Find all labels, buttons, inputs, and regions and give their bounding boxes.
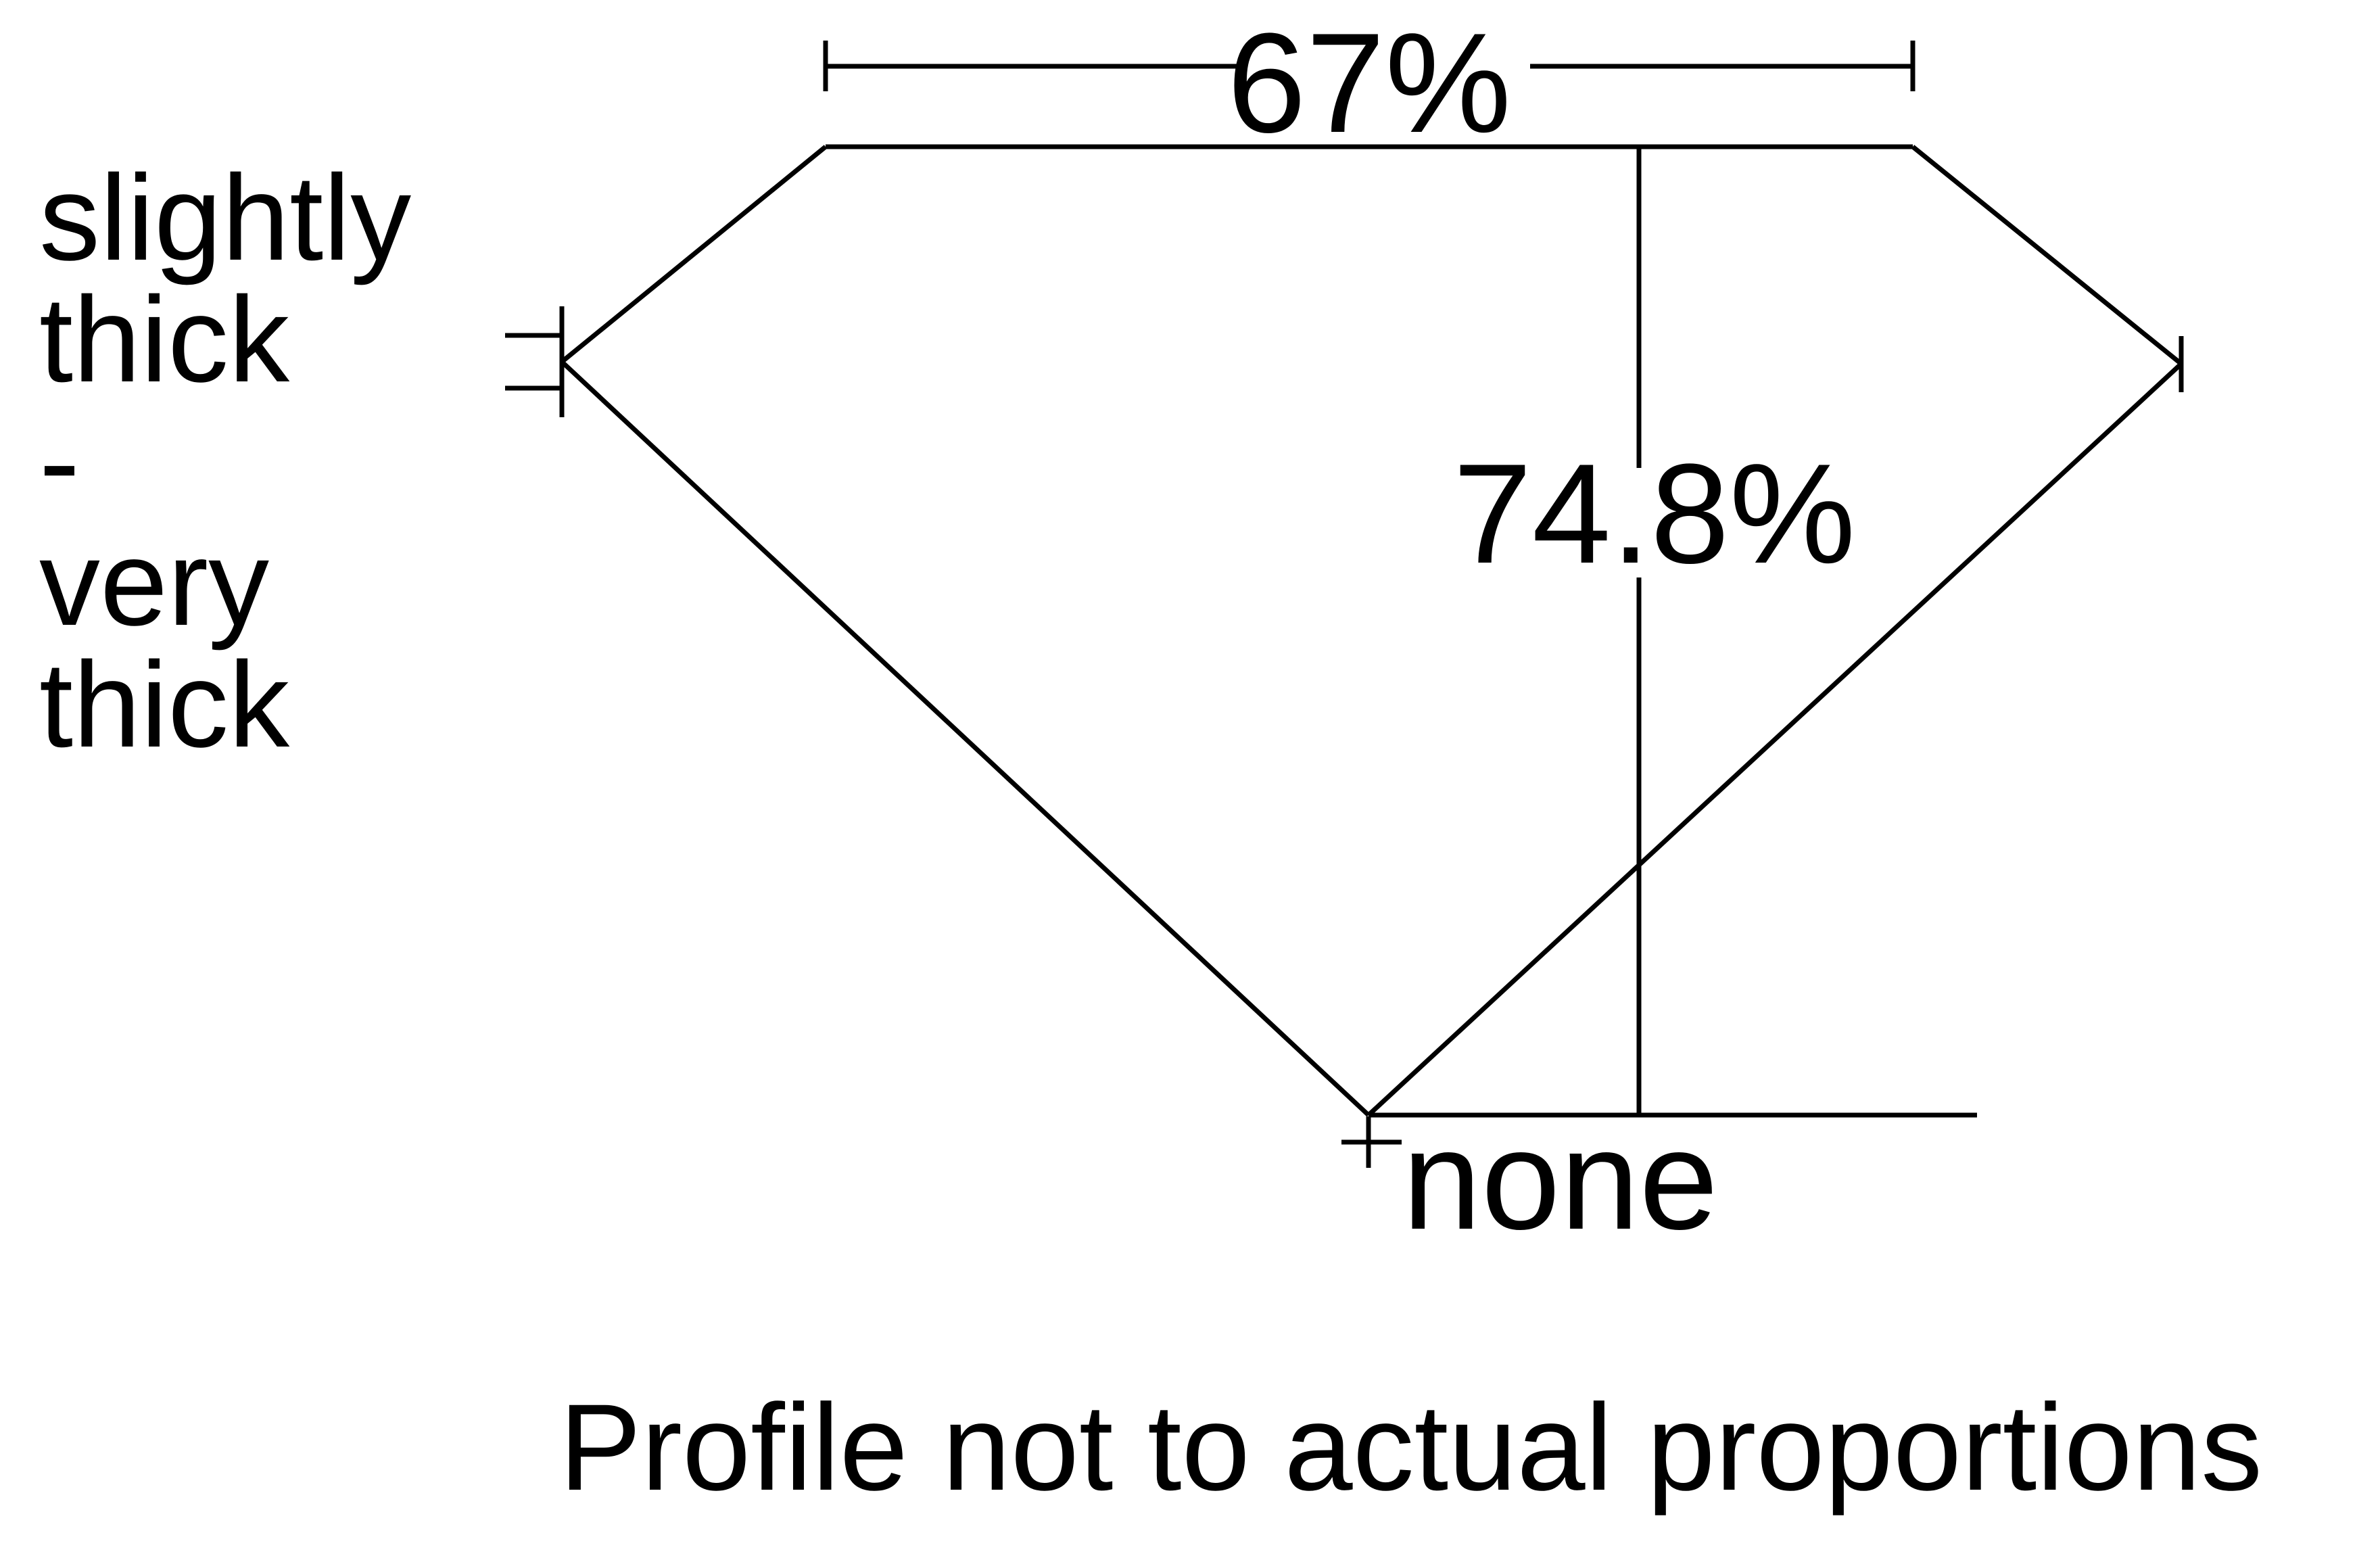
svg-text:74.8%: 74.8% <box>1453 434 1855 593</box>
svg-text:slightly: slightly <box>39 150 411 286</box>
svg-text:Profile not to actual proporti: Profile not to actual proportions <box>559 1378 2262 1516</box>
svg-text:-: - <box>39 394 80 529</box>
svg-text:thick: thick <box>39 637 290 773</box>
svg-text:none: none <box>1402 1100 1718 1259</box>
svg-text:67%: 67% <box>1227 3 1511 162</box>
svg-text:very: very <box>39 515 269 651</box>
svg-text:thick: thick <box>39 272 290 408</box>
